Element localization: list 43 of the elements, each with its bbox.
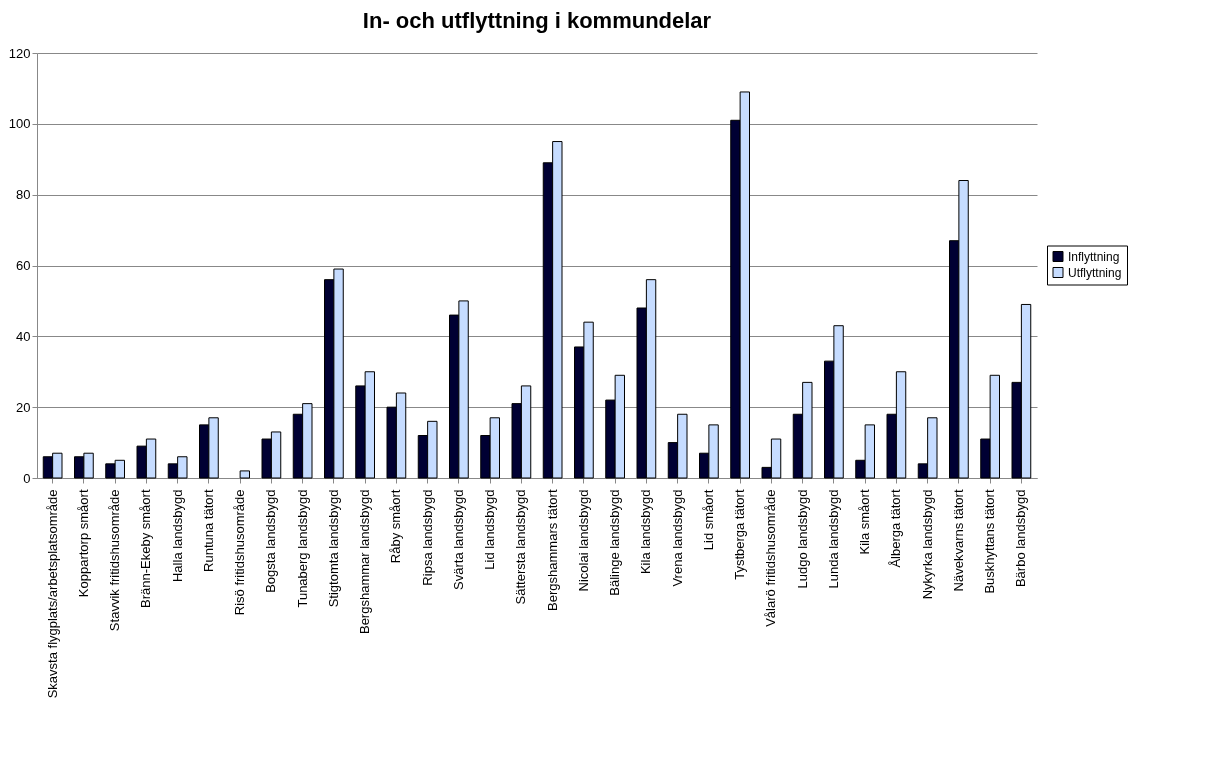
legend-label: Utflyttning <box>1068 265 1122 280</box>
y-tick-label: 40 <box>16 328 31 344</box>
x-tick-label: Vålarö fritidshusområde <box>763 489 779 627</box>
x-tick-label: Buskhyttans tätort <box>982 489 998 594</box>
x-tick-label: Råby småort <box>388 489 404 564</box>
chart-title: In- och utflyttning i kommundelar <box>362 8 712 33</box>
x-tick-label: Stavvik fritidshusområde <box>107 489 123 632</box>
bar <box>239 470 250 479</box>
x-tick-label: Ludgo landsbygd <box>794 489 810 589</box>
y-tick-label: 100 <box>8 116 31 132</box>
x-tick-label: Sättersta landsbygd <box>513 489 529 605</box>
y-tick-label: 20 <box>16 399 31 415</box>
x-tick-label: Runtuna tätort <box>200 489 216 572</box>
x-tick-label: Bälinge landsbygd <box>607 489 623 596</box>
y-tick-label: 60 <box>16 258 31 273</box>
x-tick-label: Svärta landsbygd <box>450 489 466 590</box>
x-tick-label: Stigtomta landsbygd <box>325 489 341 608</box>
y-tick-label: 0 <box>23 470 31 486</box>
x-tick-label: Nicolai landsbygd <box>575 489 591 592</box>
x-tick-label: Bränn-Ekeby småort <box>138 489 154 608</box>
x-tick-label: Nävekvarns tätort <box>950 489 966 592</box>
y-tick-label: 80 <box>16 187 31 203</box>
x-tick-label: Ripsa landsbygd <box>419 489 435 586</box>
y-tick-label: 120 <box>8 45 31 61</box>
x-tick-label: Bergshammars tätort <box>544 489 560 611</box>
x-tick-label: Vrena landsbygd <box>669 489 685 587</box>
x-tick-label: Lid småort <box>700 489 716 551</box>
x-tick-label: Nykyrka landsbygd <box>919 489 935 600</box>
legend-label: Inflyttning <box>1068 249 1120 264</box>
x-tick-label: Risö fritidshusområde <box>232 489 248 616</box>
x-tick-label: Koppartorp småort <box>75 489 91 598</box>
x-tick-label: Bogsta landsbygd <box>263 489 279 593</box>
x-tick-label: Lunda landsbygd <box>825 489 841 589</box>
x-tick-label: Bärbo landsbygd <box>1013 489 1029 588</box>
x-tick-label: Kila småort <box>857 489 873 555</box>
x-tick-label: Halla landsbygd <box>169 489 185 583</box>
x-tick-label: Kila landsbygd <box>638 489 654 575</box>
x-tick-label: Ålberga tätort <box>888 489 904 568</box>
x-tick-label: Lid landsbygd <box>482 489 498 570</box>
x-tick-label: Tunaberg landsbygd <box>294 489 310 608</box>
x-tick-label: Tystberga tätort <box>732 489 748 580</box>
x-tick-label: Bergshammar landsbygd <box>357 489 373 635</box>
x-tick-label: Skavsta flygplats/arbetsplatsområde <box>44 489 60 699</box>
